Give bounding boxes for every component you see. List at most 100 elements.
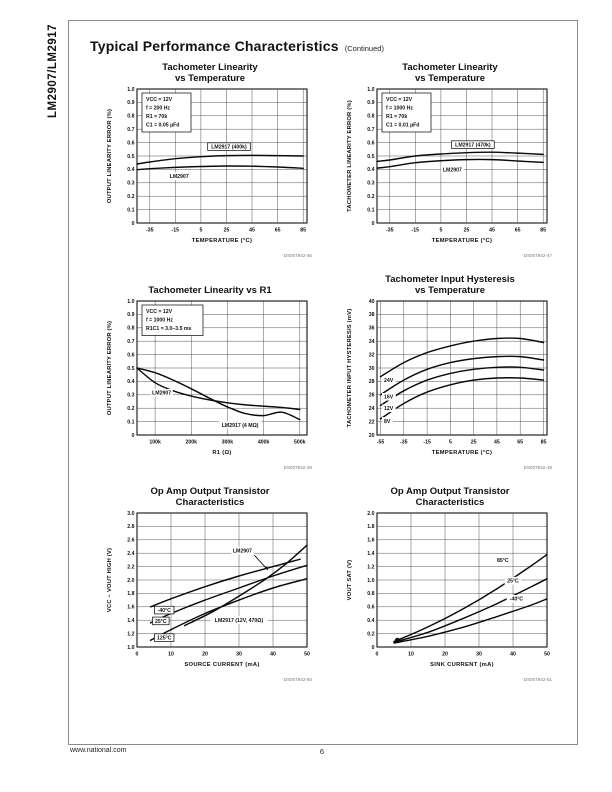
svg-text:1.0: 1.0 (367, 87, 374, 93)
svg-text:20: 20 (202, 652, 208, 658)
charts-grid: Tachometer Linearity vs Temperature VCC … (104, 60, 556, 682)
svg-text:65: 65 (515, 228, 521, 234)
svg-text:0.1: 0.1 (127, 419, 134, 425)
chart-title-line: vs Temperature (414, 72, 486, 84)
svg-text:1.0: 1.0 (127, 645, 134, 651)
svg-text:32: 32 (369, 352, 375, 358)
svg-text:1.2: 1.2 (127, 631, 134, 637)
svg-text:VCC = 12V: VCC = 12V (386, 97, 413, 103)
svg-text:-55: -55 (377, 440, 385, 446)
svg-text:1.2: 1.2 (367, 564, 374, 570)
svg-text:5: 5 (199, 228, 202, 234)
svg-text:0: 0 (132, 433, 135, 439)
svg-text:45: 45 (494, 440, 500, 446)
svg-text:LM2907: LM2907 (233, 548, 252, 554)
svg-text:-35: -35 (400, 440, 408, 446)
chart-canvas: 85°C 25°C -40°C 0 10 20 30 40 50 0 0.2 0.4 0.6 0.8 1.0… (347, 511, 550, 668)
svg-text:0.5: 0.5 (367, 154, 374, 160)
svg-text:25: 25 (464, 228, 470, 234)
chart-canvas: VCC = 12V f = 1000 Hz R1 = 70k C1 = 0.01 µF… (347, 87, 548, 244)
svg-text:0.4: 0.4 (127, 167, 134, 173)
svg-text:-35: -35 (386, 228, 394, 234)
svg-text:85: 85 (541, 440, 547, 446)
svg-text:38: 38 (369, 312, 375, 318)
svg-text:0.6: 0.6 (127, 140, 134, 146)
chart-title: Tachometer Linearity vs Temperature (104, 60, 316, 84)
svg-text:40: 40 (510, 652, 516, 658)
svg-text:f = 1000 Hz: f = 1000 Hz (386, 106, 413, 112)
svg-text:0.9: 0.9 (127, 100, 134, 106)
svg-text:125°C: 125°C (157, 636, 172, 642)
page-frame-border (68, 20, 578, 745)
svg-text:R1 (Ω): R1 (Ω) (212, 450, 231, 456)
svg-text:SINK CURRENT (mA): SINK CURRENT (mA) (430, 662, 494, 668)
svg-text:0.5: 0.5 (127, 366, 134, 372)
svg-text:0.7: 0.7 (127, 339, 134, 345)
svg-text:LM2907: LM2907 (152, 391, 171, 397)
svg-text:50: 50 (304, 652, 310, 658)
chart-title-line: Tachometer Linearity (402, 61, 498, 73)
svg-text:0.1: 0.1 (367, 207, 374, 213)
svg-text:VCC = 12V: VCC = 12V (146, 97, 173, 103)
svg-text:25°C: 25°C (155, 619, 167, 625)
svg-text:R1 = 70k: R1 = 70k (386, 114, 407, 120)
chart-opamp-sink-current: Op Amp Output Transistor Characteristics… (344, 484, 556, 682)
svg-text:-40°C: -40°C (510, 597, 524, 603)
svg-text:VCC − VOUT HIGH (V): VCC − VOUT HIGH (V) (107, 548, 113, 612)
svg-text:40: 40 (270, 652, 276, 658)
svg-text:0.6: 0.6 (367, 140, 374, 146)
svg-text:LM2917 (400k): LM2917 (400k) (211, 145, 247, 151)
svg-text:0.7: 0.7 (367, 127, 374, 133)
svg-text:2.2: 2.2 (127, 564, 134, 570)
svg-text:2.0: 2.0 (127, 578, 134, 584)
svg-text:0.5: 0.5 (127, 154, 134, 160)
svg-text:30: 30 (476, 652, 482, 658)
section-continued-label: (Continued) (344, 44, 384, 53)
svg-text:0.9: 0.9 (127, 312, 134, 318)
chart-canvas: 24V 16V 12V 8V -55 -35 -15 5 25 45 65 85 20 22 24 26 28 3… (347, 299, 548, 456)
section-header: Typical Performance Characteristics (Cont… (90, 38, 384, 56)
svg-text:0.6: 0.6 (127, 352, 134, 358)
chart-title-line: vs Temperature (174, 72, 246, 84)
chart-title: Op Amp Output Transistor Characteristics (104, 484, 316, 508)
svg-text:24: 24 (369, 406, 375, 412)
svg-text:R1 = 70k: R1 = 70k (146, 114, 167, 120)
svg-text:34: 34 (369, 339, 375, 345)
figure-code: DS007942-47 (523, 253, 552, 258)
svg-text:LM2907: LM2907 (170, 174, 189, 180)
svg-text:36: 36 (369, 326, 375, 332)
svg-text:45: 45 (489, 228, 495, 234)
svg-text:0.8: 0.8 (367, 114, 374, 120)
svg-text:C1 = 0.05 µFd: C1 = 0.05 µFd (146, 123, 179, 129)
svg-text:25: 25 (471, 440, 477, 446)
svg-text:-40°C: -40°C (158, 608, 172, 614)
svg-text:0.2: 0.2 (127, 406, 134, 412)
svg-text:8V: 8V (384, 419, 391, 425)
svg-text:85: 85 (300, 228, 306, 234)
svg-text:1.4: 1.4 (367, 551, 374, 557)
footer-url: www.national.com (70, 747, 127, 754)
svg-text:0.2: 0.2 (367, 194, 374, 200)
chart-title-line: Tachometer Input Hysteresis (385, 273, 515, 285)
svg-text:0.3: 0.3 (127, 393, 134, 399)
figure-code: DS007942-50 (283, 677, 312, 682)
svg-text:20: 20 (442, 652, 448, 658)
svg-text:1.0: 1.0 (367, 578, 374, 584)
chart-title: Tachometer Linearity vs R1 (104, 272, 316, 296)
svg-text:1.8: 1.8 (367, 524, 374, 530)
chart-title-line: vs Temperature (414, 284, 486, 296)
svg-text:30: 30 (236, 652, 242, 658)
svg-text:TEMPERATURE (°C): TEMPERATURE (°C) (192, 238, 252, 244)
svg-text:12V: 12V (384, 406, 394, 412)
svg-text:1.8: 1.8 (127, 591, 134, 597)
svg-text:VCC = 12V: VCC = 12V (146, 309, 173, 315)
svg-text:VOUT SAT (V): VOUT SAT (V) (347, 560, 353, 601)
svg-text:0: 0 (372, 221, 375, 227)
chart-opamp-source-current: Op Amp Output Transistor Characteristics… (104, 484, 316, 682)
svg-text:TEMPERATURE (°C): TEMPERATURE (°C) (432, 238, 492, 244)
sidebar-part-number: LM2907/LM2917 (47, 23, 59, 118)
svg-text:TACHOMETER LINEARITY ERROR (%): TACHOMETER LINEARITY ERROR (%) (347, 100, 353, 212)
svg-text:TACHOMETER INPUT HYSTERESIS (m: TACHOMETER INPUT HYSTERESIS (mV) (347, 309, 353, 428)
figure-code: DS007942-46 (283, 253, 312, 258)
svg-text:0.9: 0.9 (367, 100, 374, 106)
